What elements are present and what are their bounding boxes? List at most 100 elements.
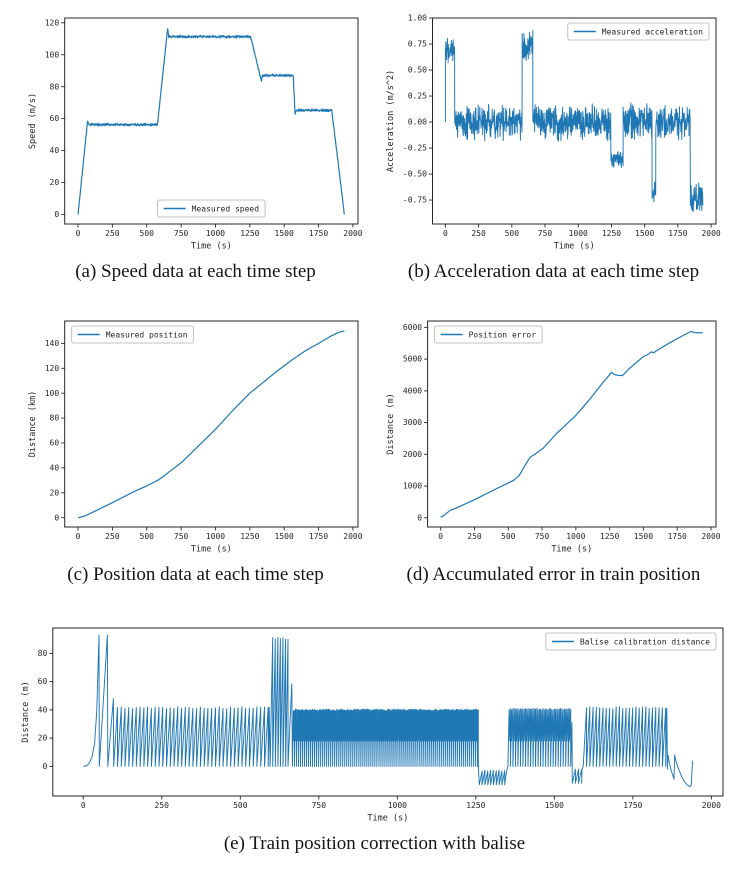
legend-label: Balise calibration distance — [579, 637, 709, 646]
axis-frame — [426, 320, 716, 528]
y-tick-label: 40 — [37, 705, 47, 714]
legend: Position error — [433, 325, 542, 344]
x-tick-label: 0 — [438, 532, 443, 541]
y-axis-label: Distance (m) — [386, 393, 396, 454]
y-tick-label: 80 — [37, 649, 47, 658]
x-tick-label: 2000 — [701, 801, 720, 810]
figure-row-2: 0 250 500 750 1000 1250 1500 1750 2000 Time (s) 0 2… — [0, 311, 749, 586]
y-tick-label: 20 — [49, 488, 59, 497]
caption-b: (b) Acceleration data at each time step — [407, 261, 700, 282]
y-tick-label: 3000 — [402, 418, 421, 427]
figure-row-3: 0 250 500 750 1000 1250 1500 1750 2000 Time (s) 0 2… — [0, 618, 749, 855]
y-tick-label: 100 — [44, 50, 59, 59]
x-tick-label: 1500 — [635, 229, 654, 238]
y-axis-label: Speed (m/s) — [28, 93, 38, 149]
y-tick-label: 40 — [49, 146, 59, 155]
x-tick-label: 250 — [471, 229, 486, 238]
y-tick-label: 0 — [42, 762, 47, 771]
x-tick-label: 0 — [80, 801, 85, 810]
y-tick-label: 5000 — [402, 355, 421, 364]
caption-a: (a) Speed data at each time step — [75, 261, 316, 282]
x-axis-label: Time (s) — [190, 242, 231, 252]
legend: Measured position — [70, 325, 194, 344]
series-line — [82, 634, 693, 788]
figure-row-1: 0 250 500 750 1000 1250 1500 1750 2000 Time (s) 0 2… — [0, 8, 749, 283]
series-line — [439, 330, 703, 518]
x-tick-label: 1250 — [600, 532, 619, 541]
x-tick-label: 1750 — [308, 532, 327, 541]
x-tick-label: 1750 — [667, 532, 686, 541]
x-tick-label: 750 — [534, 532, 549, 541]
y-tick-label: 1.00 — [407, 14, 426, 23]
x-axis: 0 250 500 750 1000 1250 1500 1750 2000 Time (s) — [442, 224, 720, 252]
axis-frame — [51, 627, 724, 797]
legend-label: Measured position — [105, 330, 187, 339]
x-tick-label: 250 — [154, 801, 169, 810]
chart-acceleration: 0 250 500 750 1000 1250 1500 1750 2000 Time (s) 1.… — [383, 8, 724, 258]
axis-frame — [63, 320, 358, 528]
legend-box — [566, 22, 709, 41]
y-tick-label: 0.00 — [407, 118, 426, 127]
y-tick-label: 60 — [49, 114, 59, 123]
x-tick-label: 2000 — [343, 532, 362, 541]
x-tick-label: 500 — [501, 532, 516, 541]
x-tick-label: 1250 — [240, 229, 259, 238]
y-tick-label: 140 — [44, 339, 59, 348]
y-tick-label: 0 — [417, 513, 422, 522]
legend: Measured speed — [156, 199, 265, 218]
y-tick-label: 1000 — [402, 482, 421, 491]
subfigure-a: 0 250 500 750 1000 1250 1500 1750 2000 Time (s) 0 2… — [25, 8, 366, 283]
x-axis-label: Time (s) — [190, 545, 231, 555]
x-tick-label: 1000 — [205, 532, 224, 541]
x-tick-label: 1250 — [466, 801, 485, 810]
x-tick-label: 0 — [442, 229, 447, 238]
legend: Balise calibration distance — [544, 632, 716, 651]
figure: 0 250 500 750 1000 1250 1500 1750 2000 Time (s) 0 2… — [0, 8, 749, 855]
legend-label: Position error — [468, 330, 536, 339]
x-tick-label: 1000 — [205, 229, 224, 238]
y-tick-label: 60 — [37, 677, 47, 686]
y-tick-label: -0.50 — [402, 170, 426, 179]
y-tick-label: 0.50 — [407, 66, 426, 75]
y-axis: 0 20 40 60 80 100 120 Speed (m/s) — [28, 18, 65, 219]
x-tick-label: 500 — [139, 532, 154, 541]
series-line — [76, 28, 345, 215]
x-tick-label: 1500 — [274, 229, 293, 238]
x-tick-label: 1750 — [308, 229, 327, 238]
x-axis-label: Time (s) — [553, 242, 594, 252]
legend-label: Measured speed — [191, 204, 259, 213]
x-tick-label: 1500 — [544, 801, 563, 810]
x-tick-label: 0 — [75, 229, 80, 238]
x-tick-label: 500 — [233, 801, 248, 810]
legend: Measured acceleration — [566, 22, 709, 41]
x-tick-label: 750 — [537, 229, 552, 238]
x-tick-label: 250 — [467, 532, 482, 541]
y-tick-label: 40 — [49, 463, 59, 472]
x-axis: 0 250 500 750 1000 1250 1500 1750 2000 Time (s) — [75, 224, 362, 252]
x-tick-label: 2000 — [701, 229, 720, 238]
y-tick-label: 100 — [44, 389, 59, 398]
x-tick-label: 1000 — [387, 801, 406, 810]
y-tick-label: 120 — [44, 364, 59, 373]
x-tick-label: 500 — [504, 229, 519, 238]
x-tick-label: 1750 — [668, 229, 687, 238]
chart-balise-calibration: 0 250 500 750 1000 1250 1500 1750 2000 Time (s) 0 2… — [18, 618, 731, 830]
x-tick-label: 2000 — [343, 229, 362, 238]
y-tick-label: 4000 — [402, 386, 421, 395]
x-tick-label: 1250 — [601, 229, 620, 238]
legend-box — [433, 325, 542, 344]
x-tick-label: 1000 — [566, 532, 585, 541]
y-axis: 0 1000 2000 3000 4000 5000 6000 Distance (m) — [386, 323, 428, 522]
x-tick-label: 2000 — [701, 532, 720, 541]
y-tick-label: 2000 — [402, 450, 421, 459]
y-axis: 0 20 40 60 80 Distance (m) — [21, 649, 53, 771]
subfigure-e: 0 250 500 750 1000 1250 1500 1750 2000 Time (s) 0 2… — [18, 618, 731, 855]
series-line — [77, 330, 345, 519]
caption-e: (e) Train position correction with balis… — [223, 833, 526, 854]
chart-position-error: 0 250 500 750 1000 1250 1500 1750 2000 Time (s) 0 1… — [383, 311, 724, 561]
caption-c: (c) Position data at each time step — [67, 564, 324, 585]
y-tick-label: -0.25 — [402, 144, 426, 153]
x-tick-label: 500 — [139, 229, 154, 238]
y-axis: 0 20 40 60 80 100 120 140 Distance (km) — [28, 339, 65, 522]
y-tick-label: 0 — [54, 513, 59, 522]
